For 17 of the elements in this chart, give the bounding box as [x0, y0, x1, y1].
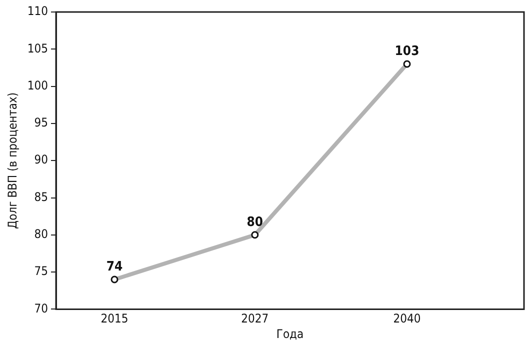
data-label: 80: [246, 214, 264, 230]
y-tick-label: 90: [34, 152, 48, 167]
y-axis-title: Долг ВВП (в процентах): [5, 92, 20, 229]
y-tick-label: 95: [34, 116, 48, 130]
x-tick-label: 2015: [100, 312, 128, 326]
y-tick-label: 80: [34, 227, 48, 242]
data-label: 74: [106, 259, 123, 274]
x-tick-label: 2040: [393, 312, 421, 326]
x-tick-label: 2027: [241, 312, 269, 326]
y-tick-label: 105: [27, 41, 48, 56]
x-axis-title: Года: [276, 326, 304, 341]
y-tick-label: 75: [34, 264, 48, 278]
data-label: 103: [394, 44, 420, 59]
y-tick-label: 70: [34, 301, 48, 316]
y-tick-label: 85: [34, 190, 48, 204]
y-tick-label: 100: [27, 78, 48, 92]
y-tick-label: 110: [27, 4, 48, 18]
